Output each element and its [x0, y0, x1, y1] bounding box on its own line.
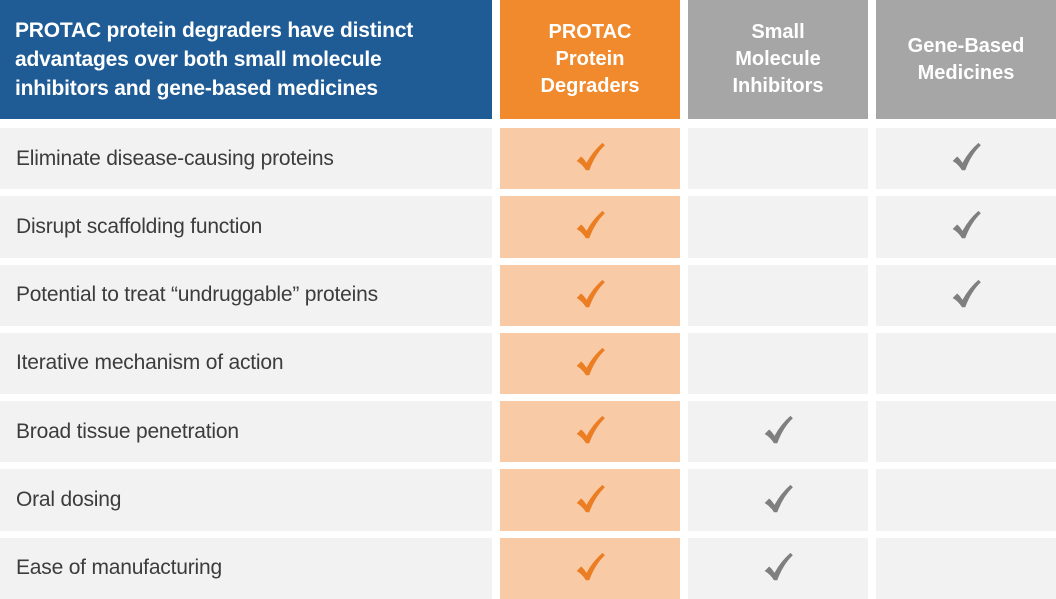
row-label: Ease of manufacturing — [0, 537, 492, 599]
table-title: PROTAC protein degraders have distinct a… — [0, 0, 492, 119]
cell-protac-protein-degraders — [500, 196, 680, 258]
check-orange-icon — [576, 416, 605, 444]
row-label: Broad tissue penetration — [0, 401, 492, 463]
table-header-row: PROTAC protein degraders have distinct a… — [0, 0, 1056, 119]
check-orange-icon — [576, 484, 605, 512]
check-gray-icon — [952, 143, 981, 171]
cell-protac-protein-degraders — [500, 537, 680, 599]
cell-small-molecule-inhibitors — [688, 128, 868, 190]
check-gray-icon — [764, 552, 793, 581]
check-gray-icon — [952, 279, 981, 307]
check-gray-icon — [952, 211, 981, 239]
table-row: Disrupt scaffolding function — [0, 196, 1056, 258]
check-orange-icon — [576, 552, 605, 581]
row-label: Potential to treat “undruggable” protein… — [0, 264, 492, 326]
cell-gene-based-medicines — [876, 401, 1056, 463]
cell-protac-protein-degraders — [500, 264, 680, 326]
cell-gene-based-medicines — [876, 264, 1056, 326]
table-row: Iterative mechanism of action — [0, 332, 1056, 395]
cell-gene-based-medicines — [876, 196, 1056, 258]
check-gray-icon — [764, 416, 793, 444]
cell-gene-based-medicines — [876, 537, 1056, 599]
cell-protac-protein-degraders — [500, 469, 680, 531]
row-label: Iterative mechanism of action — [0, 332, 492, 395]
cell-small-molecule-inhibitors — [688, 264, 868, 326]
cell-gene-based-medicines — [876, 469, 1056, 531]
table-row: Oral dosing — [0, 469, 1056, 531]
cell-protac-protein-degraders — [500, 332, 680, 395]
check-orange-icon — [576, 143, 605, 171]
table-row: Ease of manufacturing — [0, 537, 1056, 599]
cell-small-molecule-inhibitors — [688, 537, 868, 599]
column-header-small-molecule-inhibitors: Small Molecule Inhibitors — [688, 0, 868, 119]
cell-protac-protein-degraders — [500, 401, 680, 463]
row-label: Eliminate disease-causing proteins — [0, 128, 492, 190]
column-header-protac-protein-degraders: PROTAC Protein Degraders — [500, 0, 680, 119]
row-label: Oral dosing — [0, 469, 492, 531]
column-header-gene-based-medicines: Gene-Based Medicines — [876, 0, 1056, 119]
table-row: Broad tissue penetration — [0, 401, 1056, 463]
cell-small-molecule-inhibitors — [688, 469, 868, 531]
check-gray-icon — [764, 484, 793, 512]
cell-small-molecule-inhibitors — [688, 401, 868, 463]
table-row: Eliminate disease-causing proteins — [0, 128, 1056, 190]
cell-small-molecule-inhibitors — [688, 196, 868, 258]
cell-gene-based-medicines — [876, 128, 1056, 190]
cell-protac-protein-degraders — [500, 128, 680, 190]
check-orange-icon — [576, 347, 605, 376]
cell-gene-based-medicines — [876, 332, 1056, 395]
check-orange-icon — [576, 211, 605, 239]
check-orange-icon — [576, 279, 605, 307]
cell-small-molecule-inhibitors — [688, 332, 868, 395]
row-label: Disrupt scaffolding function — [0, 196, 492, 258]
table-row: Potential to treat “undruggable” protein… — [0, 264, 1056, 326]
table-body: Eliminate disease-causing proteins Disru… — [0, 128, 1056, 599]
